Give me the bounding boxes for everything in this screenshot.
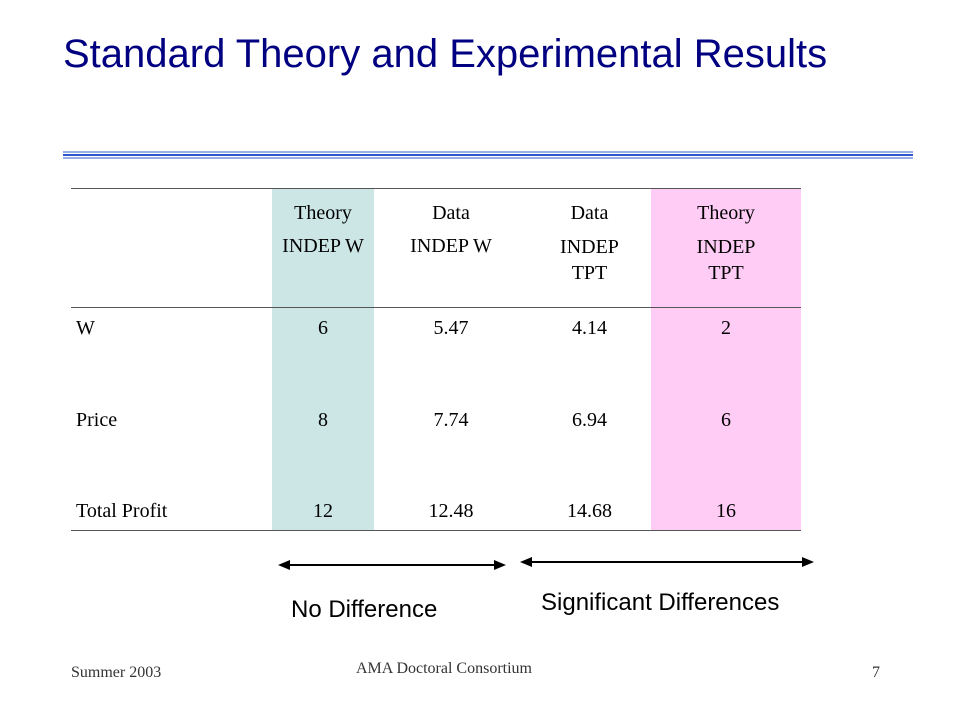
header-line: INDEP <box>560 236 619 258</box>
table-cell: 14.68 <box>528 494 651 531</box>
table-cell: 16 <box>651 494 801 531</box>
results-table: Theory INDEP W Data INDEP W Data INDEP T… <box>71 188 801 531</box>
row-label: Price <box>76 409 118 431</box>
header-line: INDEP W <box>410 235 492 257</box>
header-line: INDEP <box>696 236 756 258</box>
header-line: Theory <box>697 202 755 224</box>
table-row: W 6 5.47 4.14 2 <box>71 307 801 401</box>
table-cell: 12.48 <box>374 494 528 531</box>
row-label: Total Profit <box>71 494 272 531</box>
significant-differences-label: Significant Differences <box>541 589 780 616</box>
table-cell: 12 <box>272 494 374 531</box>
header-line: Data <box>432 202 470 224</box>
table-cell: 2 <box>651 307 801 401</box>
table-cell: 6.94 <box>572 409 607 431</box>
double-arrow-icon-right <box>520 557 814 567</box>
header-theory-indep-tpt: Theory INDEP TPT <box>651 188 801 308</box>
title-underline <box>63 151 913 159</box>
header-line: Data <box>570 202 609 224</box>
header-line: Theory <box>294 202 352 224</box>
no-difference-label: No Difference <box>291 596 438 623</box>
header-data-indep-w: Data INDEP W <box>374 188 528 308</box>
header-data-indep-tpt: Data INDEP TPT <box>528 188 651 308</box>
table-cell: 6 <box>651 401 801 494</box>
table-cell: 7.74 <box>433 409 469 431</box>
table-header-row: Theory INDEP W Data INDEP W Data INDEP T… <box>71 188 801 308</box>
row-label: W <box>76 317 95 339</box>
footer-event: AMA Doctoral Consortium <box>356 660 532 677</box>
header-line: INDEP W <box>282 235 364 257</box>
header-line: TPT <box>571 262 608 284</box>
table-cell: 8 <box>272 401 374 494</box>
table-row: Total Profit 12 12.48 14.68 16 <box>71 494 801 531</box>
table-row: Price 8 7.74 6.94 6 <box>71 401 801 494</box>
header-theory-indep-w: Theory INDEP W <box>272 188 374 308</box>
footer-date: Summer 2003 <box>71 664 162 681</box>
table-cell: 4.14 <box>572 317 607 339</box>
page-number: 7 <box>872 664 880 681</box>
double-arrow-icon-left <box>278 560 506 570</box>
table-cell: 6 <box>272 307 374 401</box>
table-cell: 5.47 <box>433 317 469 339</box>
header-empty-cell <box>71 188 272 308</box>
slide-title: Standard Theory and Experimental Results <box>63 32 828 76</box>
header-line: TPT <box>708 262 744 284</box>
